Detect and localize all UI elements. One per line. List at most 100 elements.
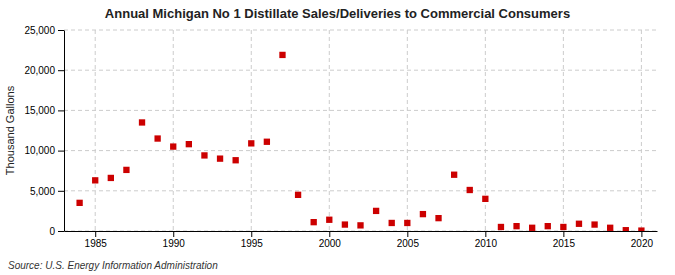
point xyxy=(232,157,238,163)
y-tick-label: 15,000 xyxy=(24,105,55,116)
x-tick-label: 1995 xyxy=(241,238,264,249)
point xyxy=(513,223,519,229)
x-tick-label: 2000 xyxy=(319,238,342,249)
y-tick-label: 25,000 xyxy=(24,25,55,36)
y-grid-line xyxy=(64,70,657,71)
y-tick-mark xyxy=(58,231,64,232)
point xyxy=(170,143,176,149)
x-tick-mark xyxy=(329,231,330,237)
y-grid-line xyxy=(64,231,657,232)
y-grid-line xyxy=(64,30,657,31)
y-tick-label: 10,000 xyxy=(24,145,55,156)
point xyxy=(560,224,566,230)
y-tick: 20,000 xyxy=(24,65,64,76)
point xyxy=(357,222,363,228)
x-grid-line xyxy=(95,30,96,231)
point xyxy=(139,119,145,125)
x-tick-label: 2010 xyxy=(475,238,498,249)
point xyxy=(389,220,395,226)
point xyxy=(311,219,317,225)
y-tick-label: 20,000 xyxy=(24,65,55,76)
x-tick-label: 2015 xyxy=(553,238,576,249)
point xyxy=(435,215,441,221)
y-axis: 0 5,000 10,000 15,000 20,000 25,000 xyxy=(24,25,64,237)
point xyxy=(576,221,582,227)
point xyxy=(373,208,379,214)
y-tick: 10,000 xyxy=(24,145,64,156)
point xyxy=(248,140,254,146)
y-tick: 15,000 xyxy=(24,105,64,116)
x-tick: 2005 xyxy=(397,231,420,249)
point xyxy=(154,135,160,141)
y-grid-line xyxy=(64,150,657,151)
x-tick-label: 2020 xyxy=(631,238,654,249)
point xyxy=(217,155,223,161)
y-tick-mark xyxy=(58,191,64,192)
point xyxy=(201,152,207,158)
point xyxy=(623,227,629,231)
x-tick-mark xyxy=(563,231,564,237)
point xyxy=(420,211,426,217)
x-tick-mark xyxy=(641,231,642,237)
x-axis-line xyxy=(65,231,658,232)
x-tick: 1985 xyxy=(85,231,108,249)
y-tick-mark xyxy=(58,30,64,31)
x-grid-line xyxy=(251,30,252,231)
x-tick: 2000 xyxy=(319,231,342,249)
x-tick-label: 2005 xyxy=(397,238,420,249)
x-tick-mark xyxy=(173,231,174,237)
x-grid-line xyxy=(173,30,174,231)
x-tick: 2010 xyxy=(475,231,498,249)
point xyxy=(295,192,301,198)
point xyxy=(545,223,551,229)
y-tick-mark xyxy=(58,151,64,152)
y-tick: 5,000 xyxy=(30,186,64,197)
x-tick: 1995 xyxy=(241,231,264,249)
x-grid-line xyxy=(563,30,564,231)
y-tick-mark xyxy=(58,110,64,111)
points xyxy=(76,52,644,231)
chart: Annual Michigan No 1 Distillate Sales/De… xyxy=(0,0,675,275)
point xyxy=(591,221,597,227)
point xyxy=(482,196,488,202)
point xyxy=(76,200,82,206)
x-tick-mark xyxy=(95,231,96,237)
x-tick: 1990 xyxy=(163,231,186,249)
y-grid-line xyxy=(64,110,657,111)
y-tick-label: 0 xyxy=(49,226,55,237)
x-tick-label: 1990 xyxy=(163,238,186,249)
x-grid-line xyxy=(641,30,642,231)
y-tick: 25,000 xyxy=(24,25,64,36)
point xyxy=(451,172,457,178)
x-tick-label: 1985 xyxy=(85,238,108,249)
x-tick-mark xyxy=(407,231,408,237)
x-tick-mark xyxy=(251,231,252,237)
y-tick: 0 xyxy=(49,226,64,237)
point xyxy=(342,221,348,227)
point xyxy=(404,220,410,226)
y-tick-label: 5,000 xyxy=(30,186,55,197)
x-axis: 1985 1990 1995 2000 2005 2010 2015 2020 xyxy=(65,231,658,249)
grid xyxy=(64,30,657,231)
point xyxy=(92,177,98,183)
point xyxy=(607,225,613,231)
point xyxy=(279,52,285,58)
x-tick: 2020 xyxy=(631,231,654,249)
x-tick-mark xyxy=(485,231,486,237)
x-tick: 2015 xyxy=(553,231,576,249)
point xyxy=(467,187,473,193)
y-tick-mark xyxy=(58,70,64,71)
x-grid-line xyxy=(329,30,330,231)
point xyxy=(326,217,332,223)
point xyxy=(108,175,114,181)
point xyxy=(264,139,270,145)
point xyxy=(638,227,644,231)
y-axis-line xyxy=(64,31,65,232)
point xyxy=(529,225,535,231)
point xyxy=(123,167,129,173)
title: Annual Michigan No 1 Distillate Sales/De… xyxy=(105,6,570,21)
y-grid-line xyxy=(64,190,657,191)
x-grid-line xyxy=(407,30,408,231)
plot-area: 1985 1990 1995 2000 2005 2010 2015 2020 0 5,000 10… xyxy=(24,25,657,249)
source: Source: U.S. Energy Information Administ… xyxy=(8,260,218,271)
